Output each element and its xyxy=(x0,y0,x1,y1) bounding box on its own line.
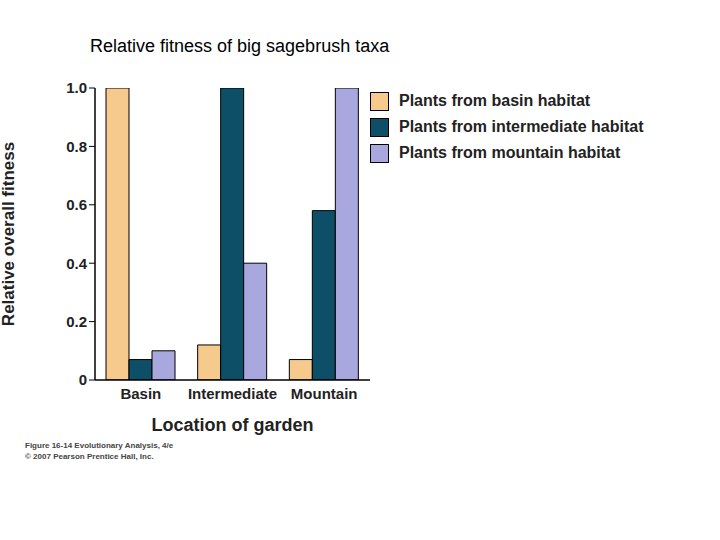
svg-text:Mountain: Mountain xyxy=(291,385,358,402)
svg-text:Relative overall fitness: Relative overall fitness xyxy=(0,142,18,326)
svg-text:0.4: 0.4 xyxy=(66,255,88,272)
svg-text:0.6: 0.6 xyxy=(66,196,87,213)
html-text:Plants from intermediate habit: Plants from intermediate habitat xyxy=(399,118,644,135)
svg-text:Intermediate: Intermediate xyxy=(188,385,277,402)
svg-text:Location of garden: Location of garden xyxy=(152,415,314,435)
html-text:Plants from basin habitat: Plants from basin habitat xyxy=(399,92,591,109)
html-text:Relative fitness of big sagebr: Relative fitness of big sagebrush taxa xyxy=(90,36,390,56)
html-text:Plants from mountain habitat: Plants from mountain habitat xyxy=(399,144,621,161)
html-text:© 2007 Pearson Prentice Hall,: © 2007 Pearson Prentice Hall, Inc. xyxy=(25,452,154,461)
svg-text:1.0: 1.0 xyxy=(66,79,87,96)
svg-text:Basin: Basin xyxy=(120,385,161,402)
svg-text:0.8: 0.8 xyxy=(66,138,87,155)
svg-text:0: 0 xyxy=(79,371,87,388)
html-text:Figure 16-14 Evolutionary Anal: Figure 16-14 Evolutionary Analysis, 4/e xyxy=(25,441,174,450)
svg-text:0.2: 0.2 xyxy=(66,313,87,330)
